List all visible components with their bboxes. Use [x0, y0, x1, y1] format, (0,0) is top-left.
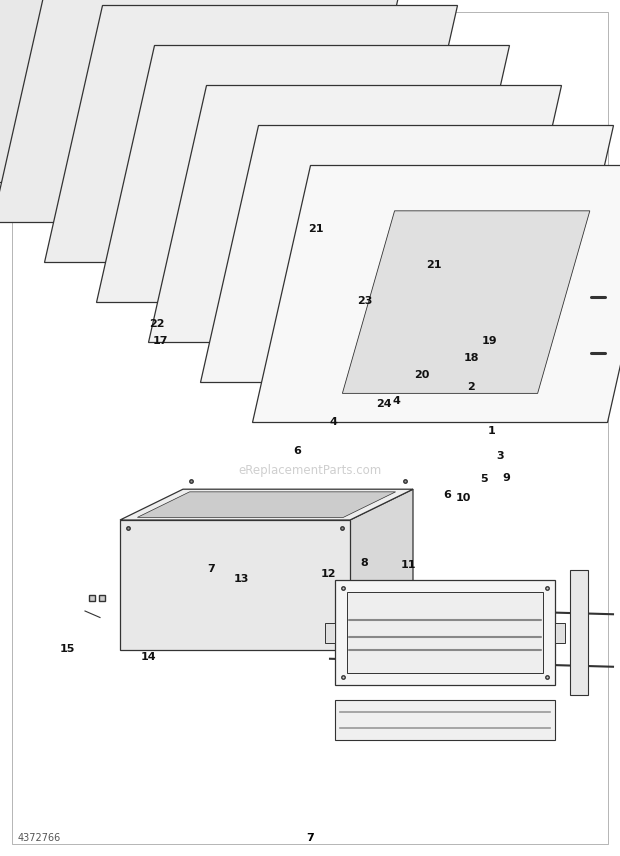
Text: 7: 7 — [306, 833, 314, 843]
Text: DOOR AND DRAWER PARTS: DOOR AND DRAWER PARTS — [167, 13, 453, 31]
Polygon shape — [45, 5, 458, 263]
Text: 4: 4 — [330, 417, 337, 427]
Bar — [570, 570, 588, 695]
Polygon shape — [290, 171, 538, 354]
Text: 19: 19 — [482, 336, 498, 346]
Text: 21: 21 — [427, 260, 441, 270]
Text: 23: 23 — [357, 296, 372, 306]
Polygon shape — [252, 165, 620, 423]
Text: 12: 12 — [321, 568, 336, 579]
Text: 15: 15 — [60, 644, 74, 654]
Text: 6: 6 — [444, 490, 451, 500]
Polygon shape — [0, 0, 301, 142]
Text: 2: 2 — [467, 382, 475, 392]
Polygon shape — [200, 126, 614, 383]
Polygon shape — [120, 489, 413, 520]
Text: 13: 13 — [234, 574, 249, 584]
Text: 6: 6 — [294, 446, 301, 456]
Text: 11: 11 — [401, 560, 416, 570]
Text: 7: 7 — [207, 564, 215, 574]
Polygon shape — [120, 520, 350, 650]
Polygon shape — [238, 131, 486, 313]
Bar — [555, 622, 565, 643]
Polygon shape — [342, 211, 590, 394]
Text: 9: 9 — [502, 473, 510, 483]
Text: 24: 24 — [376, 399, 392, 409]
Bar — [335, 580, 555, 685]
Text: 8: 8 — [361, 558, 368, 568]
Text: 18: 18 — [463, 353, 479, 363]
Text: 17: 17 — [153, 336, 167, 346]
Text: 5: 5 — [480, 474, 487, 484]
Polygon shape — [350, 489, 413, 650]
Bar — [335, 700, 555, 740]
Text: 10: 10 — [456, 493, 471, 503]
Text: 4: 4 — [393, 395, 401, 406]
Polygon shape — [97, 45, 510, 302]
Text: eReplacementParts.com: eReplacementParts.com — [238, 463, 382, 477]
Text: 3: 3 — [496, 451, 503, 461]
Polygon shape — [0, 0, 405, 223]
Text: 14: 14 — [141, 652, 157, 663]
Text: 1: 1 — [488, 425, 495, 436]
Bar — [325, 622, 335, 643]
Polygon shape — [149, 86, 562, 342]
Text: 21: 21 — [309, 224, 324, 235]
Text: 22: 22 — [149, 318, 165, 329]
Text: 4372766: 4372766 — [18, 833, 61, 843]
Polygon shape — [0, 0, 353, 182]
Bar — [347, 592, 543, 673]
Polygon shape — [0, 0, 249, 103]
Polygon shape — [138, 492, 396, 517]
Text: 20: 20 — [414, 370, 429, 380]
Polygon shape — [135, 51, 382, 234]
Polygon shape — [187, 91, 434, 273]
Text: For Model: SF367PEYN7, SF367PEYW7: For Model: SF367PEYN7, SF367PEYW7 — [205, 35, 415, 45]
Text: (White)  (Almond): (White) (Almond) — [263, 47, 357, 56]
